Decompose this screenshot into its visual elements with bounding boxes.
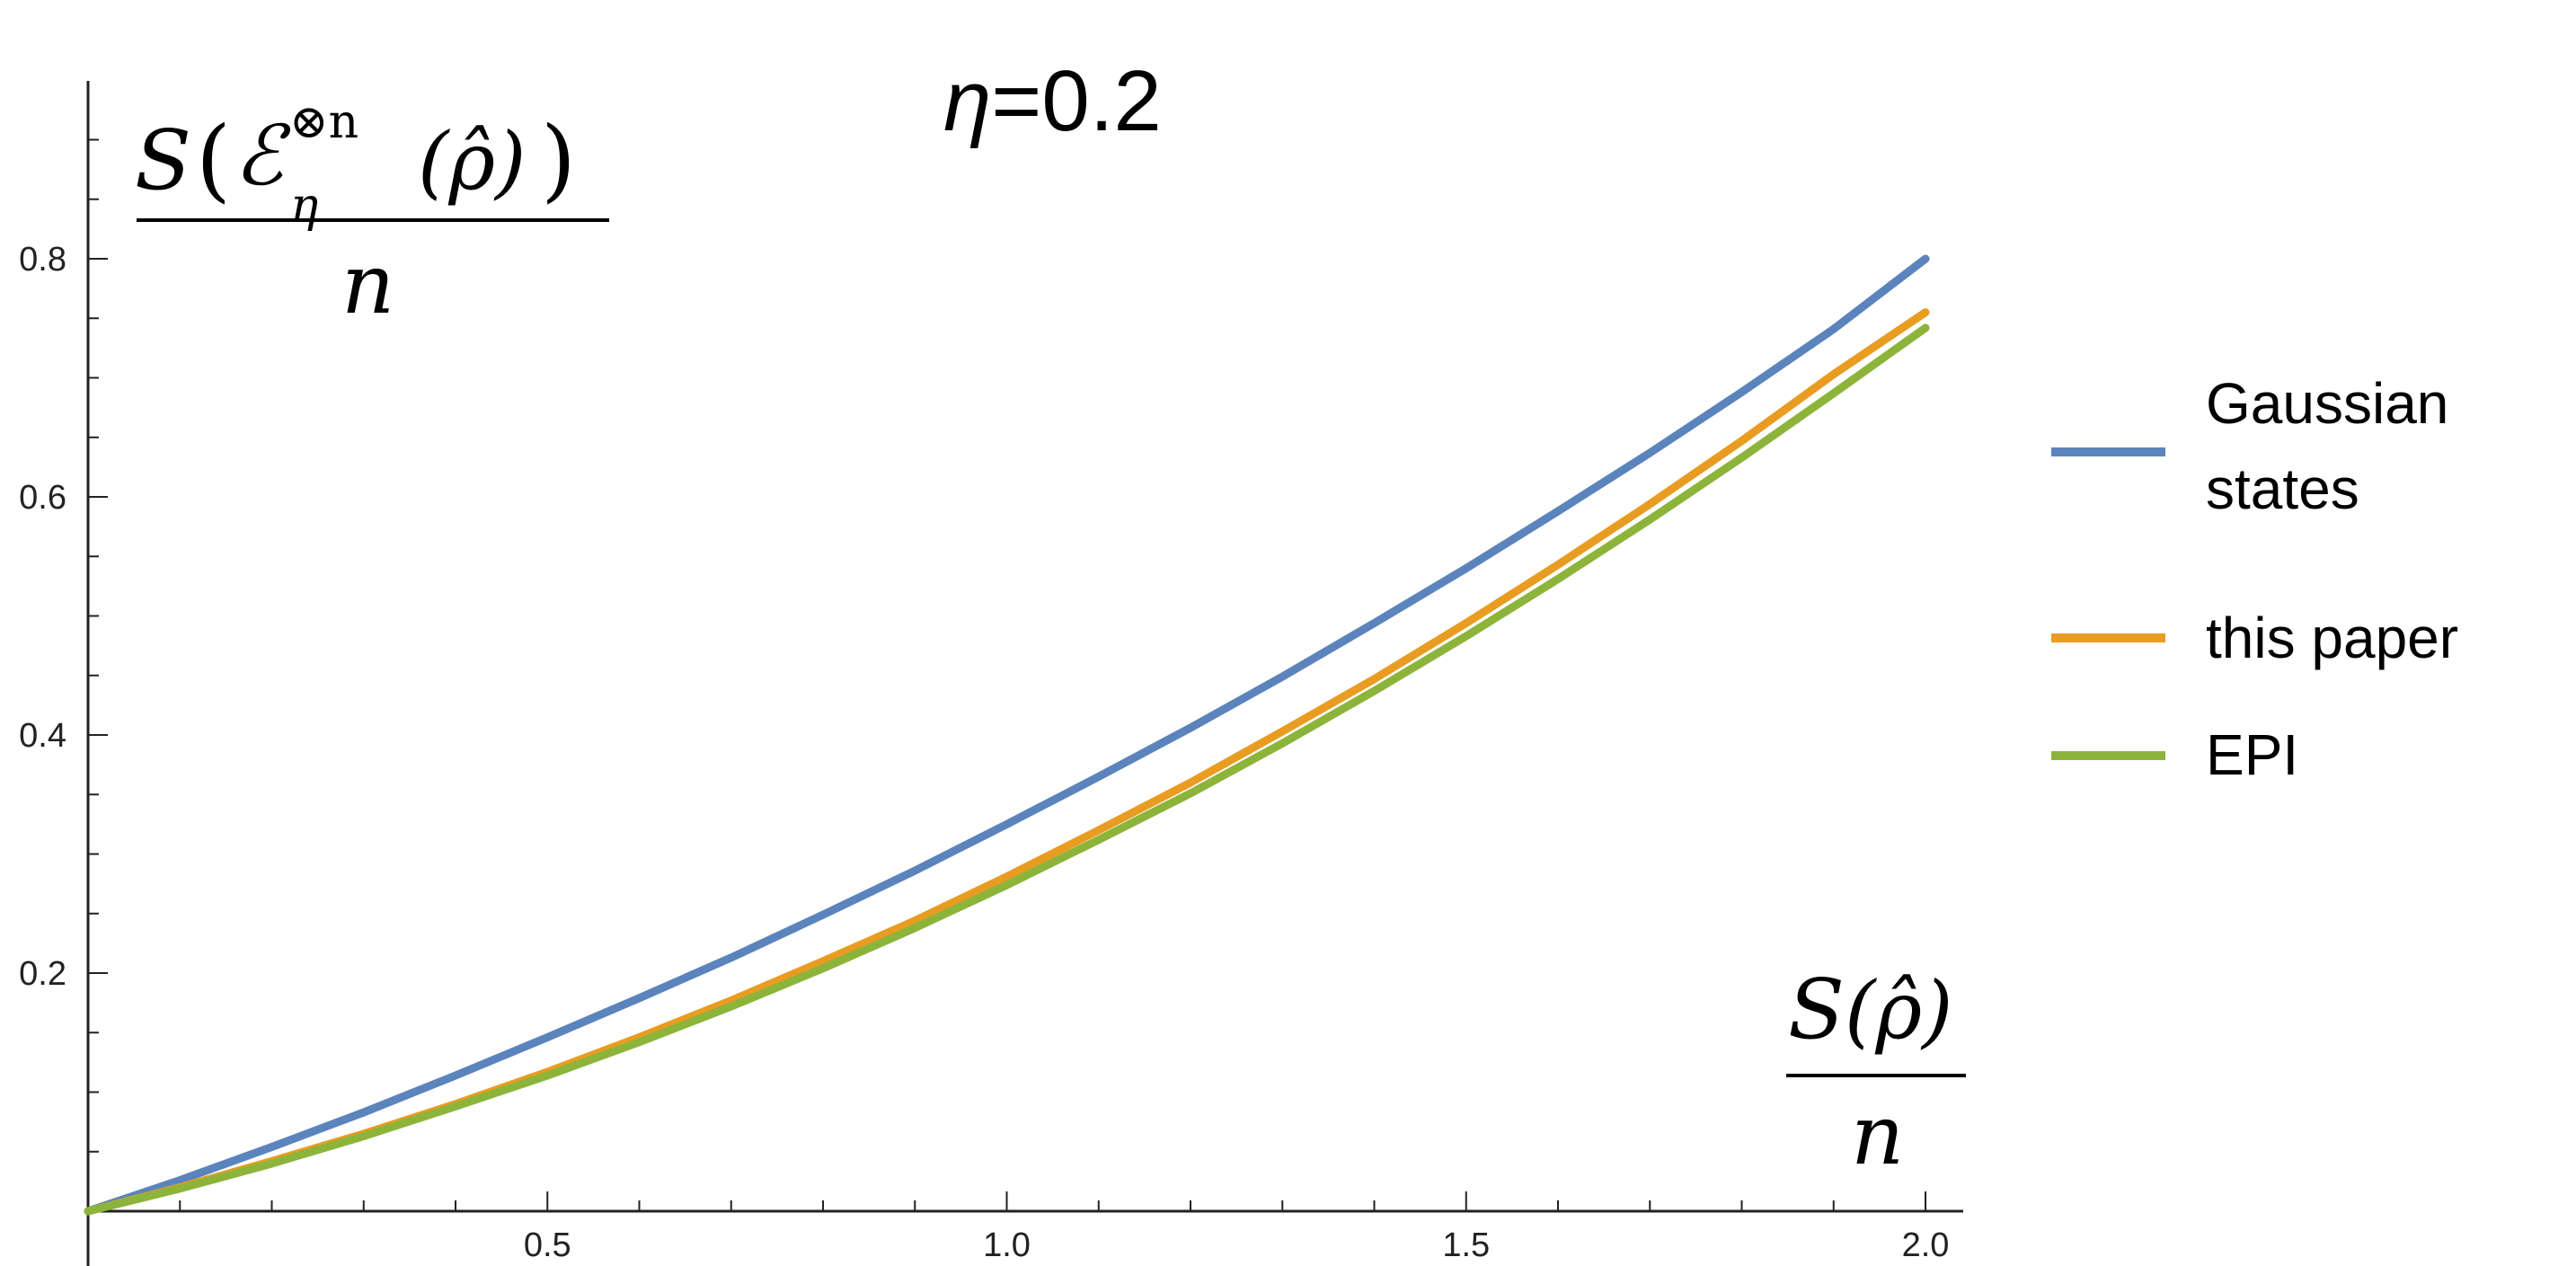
- x-tick-label: 0.5: [524, 1226, 571, 1264]
- legend-label-3: EPI: [2206, 722, 2298, 787]
- legend-label-1: states: [2206, 456, 2359, 521]
- chart-title-value: =0.2: [991, 53, 1162, 149]
- x-axis-label: S (ρ̂) n: [1786, 961, 1966, 1183]
- y-tick-label: 0.4: [19, 717, 66, 755]
- y-tick-label: 0.8: [19, 241, 66, 279]
- ylabel-open-paren: (: [196, 107, 231, 212]
- chart-title-symbol: η: [943, 53, 991, 149]
- axes: 0.5 1.0 1.5 2.0 0.2 0.4 0.6 0.8: [19, 81, 1963, 1266]
- series-line-3: [84, 323, 1930, 1216]
- ylabel-argument: (ρ̂): [418, 115, 526, 208]
- ylabel-subscript: η: [290, 179, 318, 233]
- series-layer: [84, 254, 1930, 1216]
- chart-title: η=0.2: [943, 53, 1162, 149]
- y-tick-label: 0.2: [19, 955, 66, 993]
- series-line-1: [84, 254, 1930, 1216]
- y-tick-label: 0.6: [19, 479, 66, 517]
- legend: Gaussian states this paper EPI: [2051, 371, 2458, 787]
- axis-ticks: 0.5 1.0 1.5 2.0 0.2 0.4 0.6 0.8: [19, 138, 1950, 1264]
- xlabel-argument: (ρ̂): [1845, 964, 1952, 1057]
- ylabel-close-paren: ): [541, 107, 576, 212]
- x-tick-label: 1.0: [983, 1226, 1031, 1264]
- xlabel-denominator: n: [1851, 1087, 1904, 1183]
- chart-title-text: η=0.2: [943, 53, 1162, 149]
- ylabel-denominator: n: [341, 236, 394, 332]
- series-line-2: [84, 308, 1930, 1216]
- ylabel-main: S: [135, 112, 191, 208]
- x-tick-label: 2.0: [1902, 1226, 1950, 1264]
- ylabel-superscript: ⊗n: [289, 95, 359, 149]
- legend-label-1: Gaussian: [2206, 371, 2448, 436]
- xlabel-main: S: [1788, 961, 1845, 1058]
- ylabel-channel: ℰ: [234, 108, 291, 204]
- y-axis-label: S ( ℰ ⊗n η (ρ̂) ) n: [135, 95, 609, 332]
- legend-label-2: this paper: [2206, 606, 2458, 670]
- x-tick-label: 1.5: [1442, 1226, 1490, 1264]
